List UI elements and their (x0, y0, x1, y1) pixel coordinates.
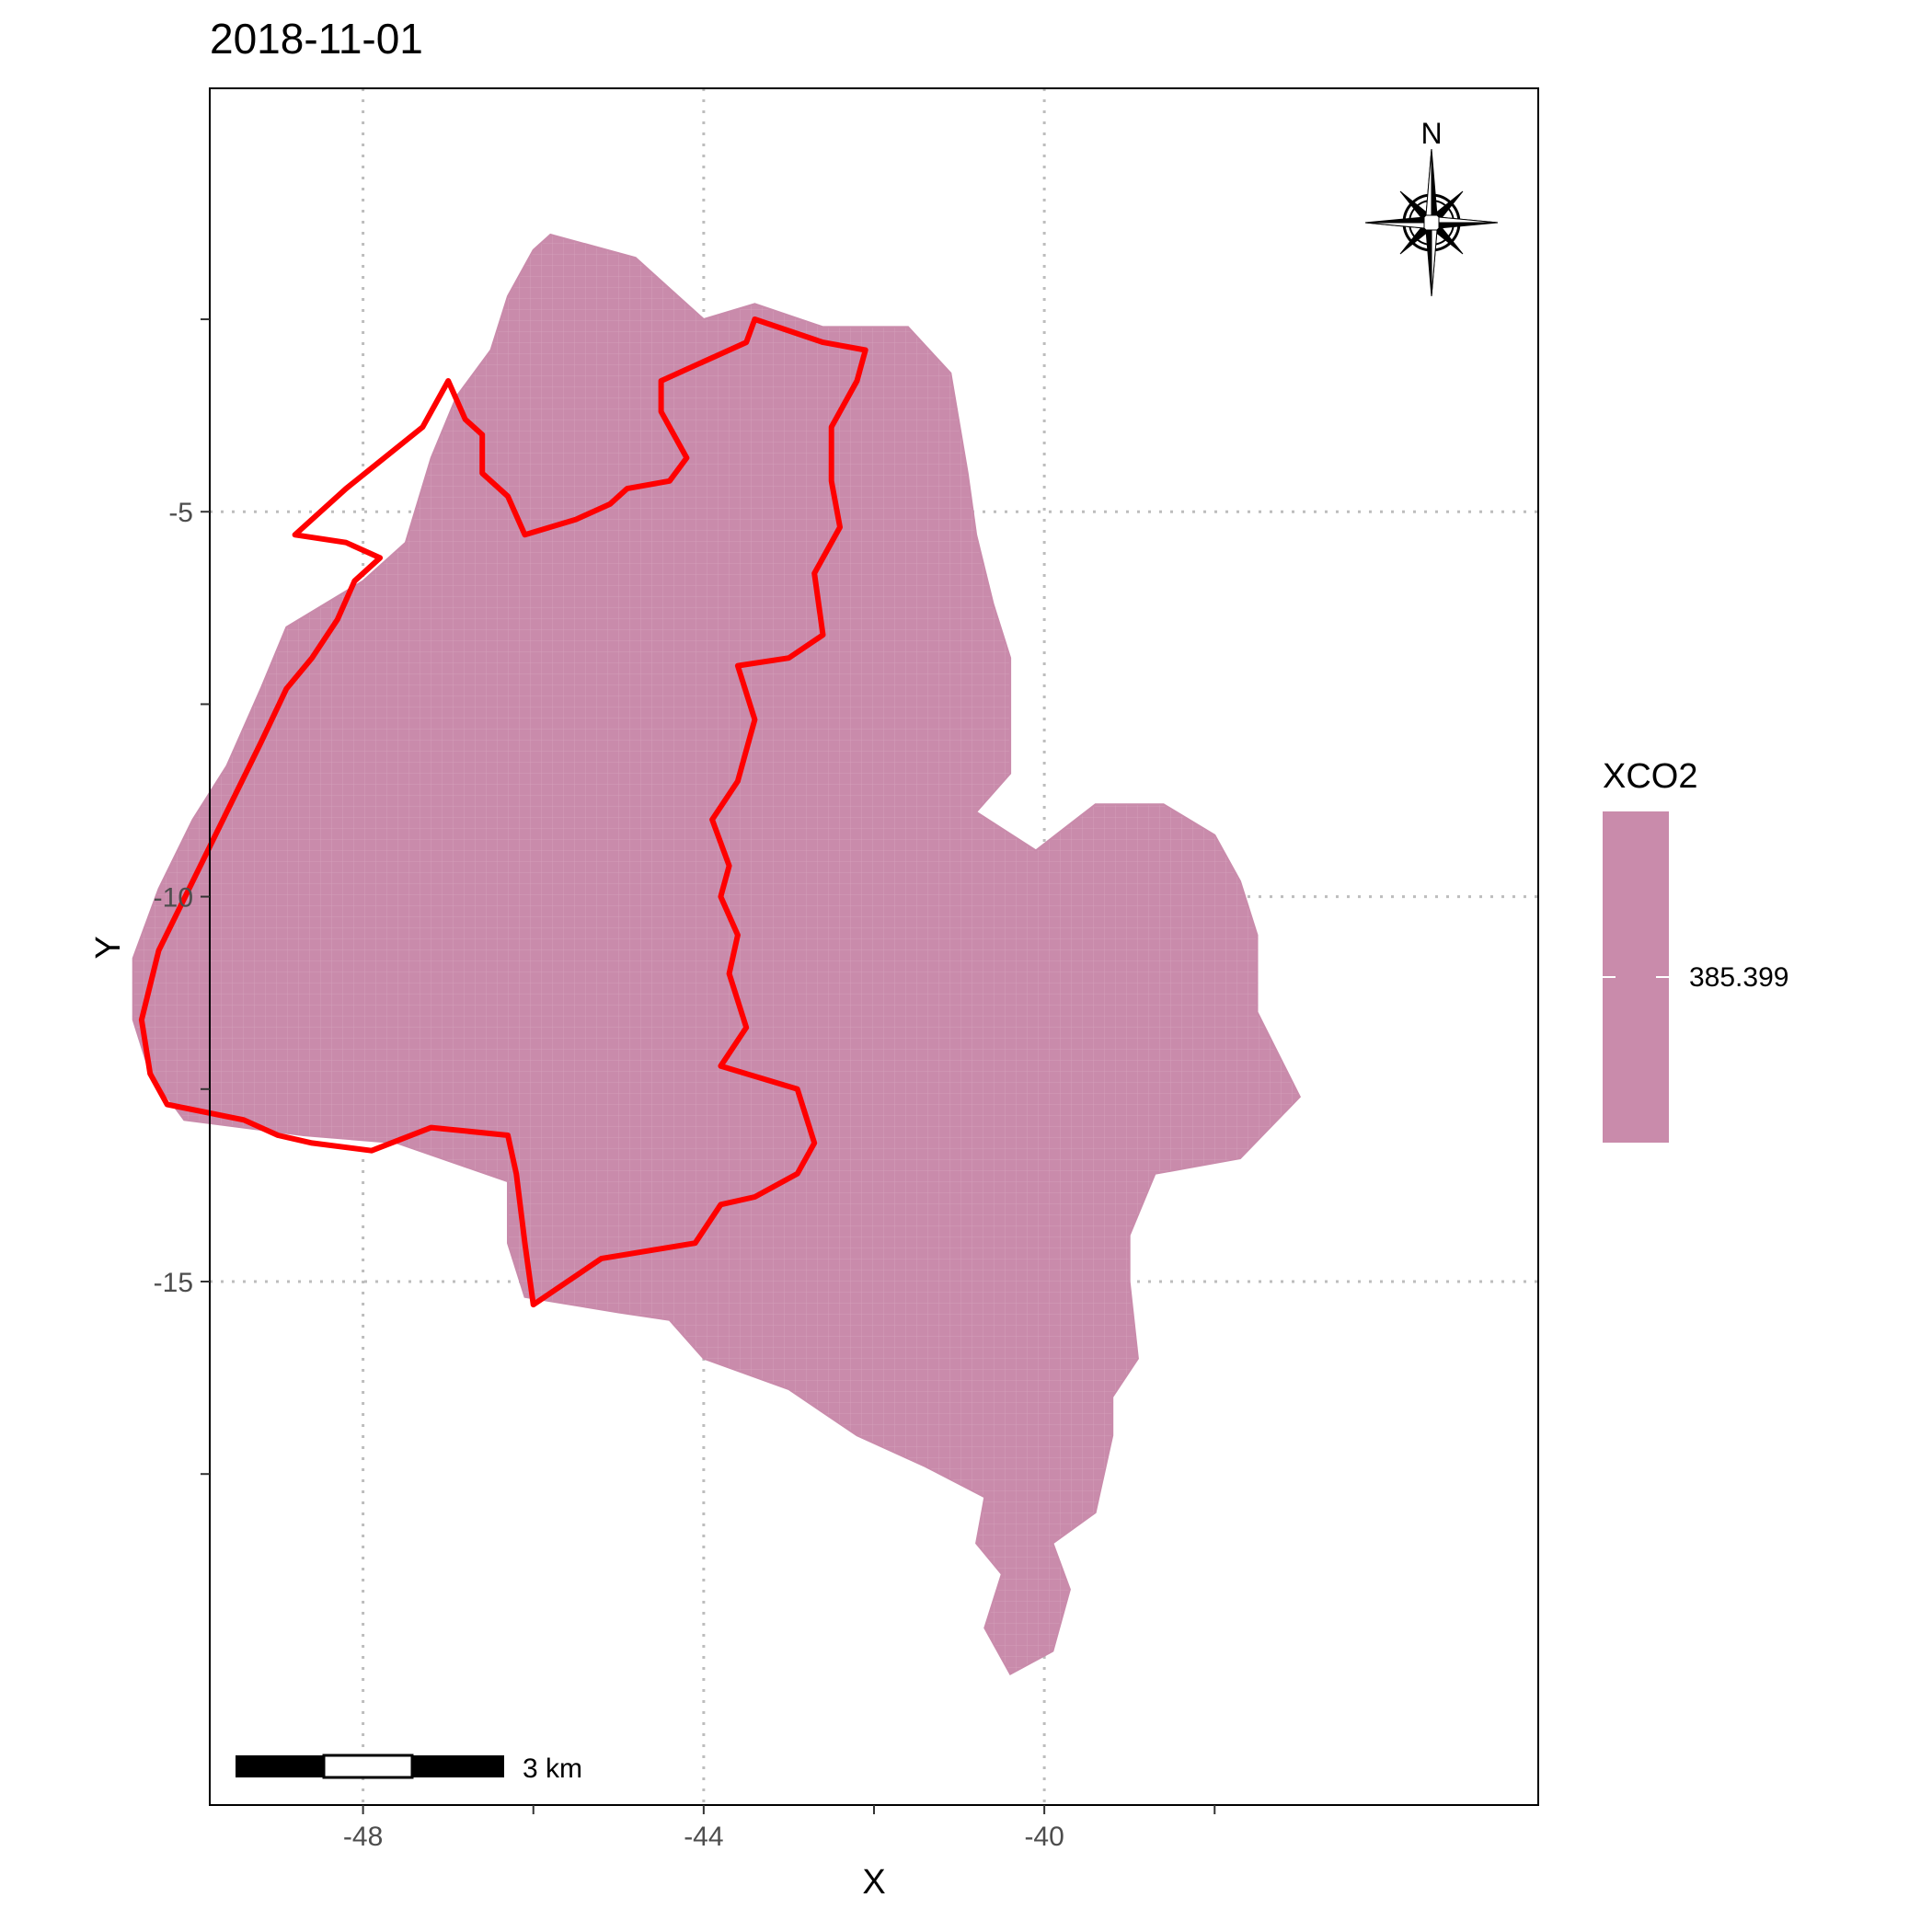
xco2-fill-area (132, 233, 1302, 1676)
legend: XCO2 385.399 (1603, 757, 1788, 1143)
y-tick-label: -5 (168, 498, 193, 528)
legend-value-label: 385.399 (1689, 962, 1788, 993)
axes: -48 -44 -40 -5 -10 -15 (154, 318, 1216, 1852)
legend-title: XCO2 (1603, 757, 1697, 796)
region-outline (138, 316, 868, 1308)
x-tick-label: -40 (1024, 1822, 1064, 1852)
north-arrow-label: N (1420, 117, 1442, 150)
x-axis-label: X (862, 1863, 885, 1902)
scale-bar-label: 3 km (523, 1754, 582, 1784)
state-boundary-line (138, 316, 868, 1308)
north-arrow-icon: N (1364, 117, 1499, 297)
scale-bar: 3 km (236, 1754, 582, 1784)
y-axis-label: Y (89, 936, 128, 959)
y-tick-label: -15 (154, 1268, 193, 1298)
x-tick-label: -44 (684, 1822, 723, 1852)
xco2-raster (132, 233, 1302, 1676)
y-tick-label: -10 (154, 883, 193, 914)
x-tick-label: -48 (343, 1822, 383, 1852)
chart-title: 2018-11-01 (210, 15, 423, 63)
